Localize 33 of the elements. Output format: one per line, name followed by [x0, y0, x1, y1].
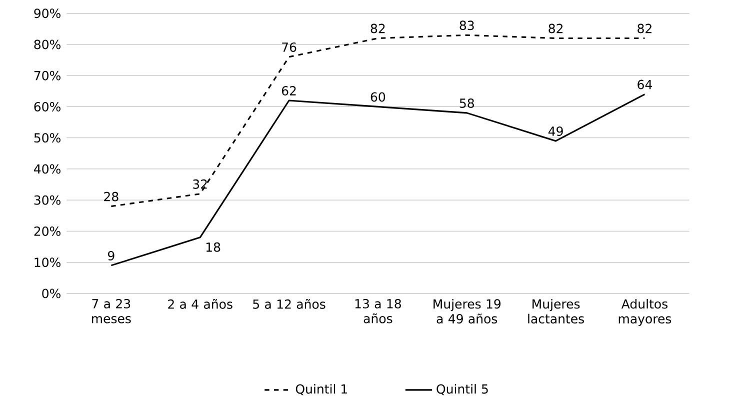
data-label: 64	[638, 80, 652, 90]
y-tick-label: 50%	[34, 133, 60, 143]
x-tick-label: 13 a 18 años	[355, 299, 401, 324]
data-label: 32	[193, 180, 207, 190]
y-tick-label: 70%	[34, 71, 60, 81]
x-tick-label: Adultos mayores	[618, 299, 672, 326]
y-tick-label: 80%	[34, 40, 60, 50]
data-label: 82	[370, 24, 385, 34]
y-tick-label: 0%	[42, 288, 60, 298]
data-label: 62	[282, 86, 296, 96]
data-label: 82	[548, 24, 562, 34]
y-tick-label: 90%	[34, 8, 60, 18]
x-tick-label: Mujeres lactantes	[528, 299, 584, 324]
data-label: 58	[460, 98, 474, 108]
y-tick-label: 40%	[34, 164, 60, 174]
data-label: 18	[206, 242, 220, 252]
y-tick-label: 60%	[34, 102, 60, 112]
data-label: 28	[104, 192, 118, 202]
data-label: 49	[548, 126, 563, 136]
x-tick-label: Mujeres 19 a 49 años	[434, 299, 500, 324]
x-tick-label: 7 a 23 meses	[92, 299, 131, 324]
x-tick-label: 2 a 4 años	[168, 299, 232, 310]
data-label: 60	[370, 92, 386, 102]
data-label: 82	[638, 24, 652, 34]
y-tick-label: 20%	[34, 226, 60, 236]
y-tick-label: 10%	[34, 258, 60, 268]
legend-label: Quintil 1	[296, 384, 347, 396]
data-label: 76	[282, 42, 296, 52]
data-label: 9	[108, 251, 114, 261]
data-label: 83	[460, 20, 474, 30]
y-tick-label: 30%	[34, 196, 60, 206]
legend-label: Quintil 5	[436, 384, 488, 396]
x-tick-label: 5 a 12 años	[253, 299, 326, 310]
